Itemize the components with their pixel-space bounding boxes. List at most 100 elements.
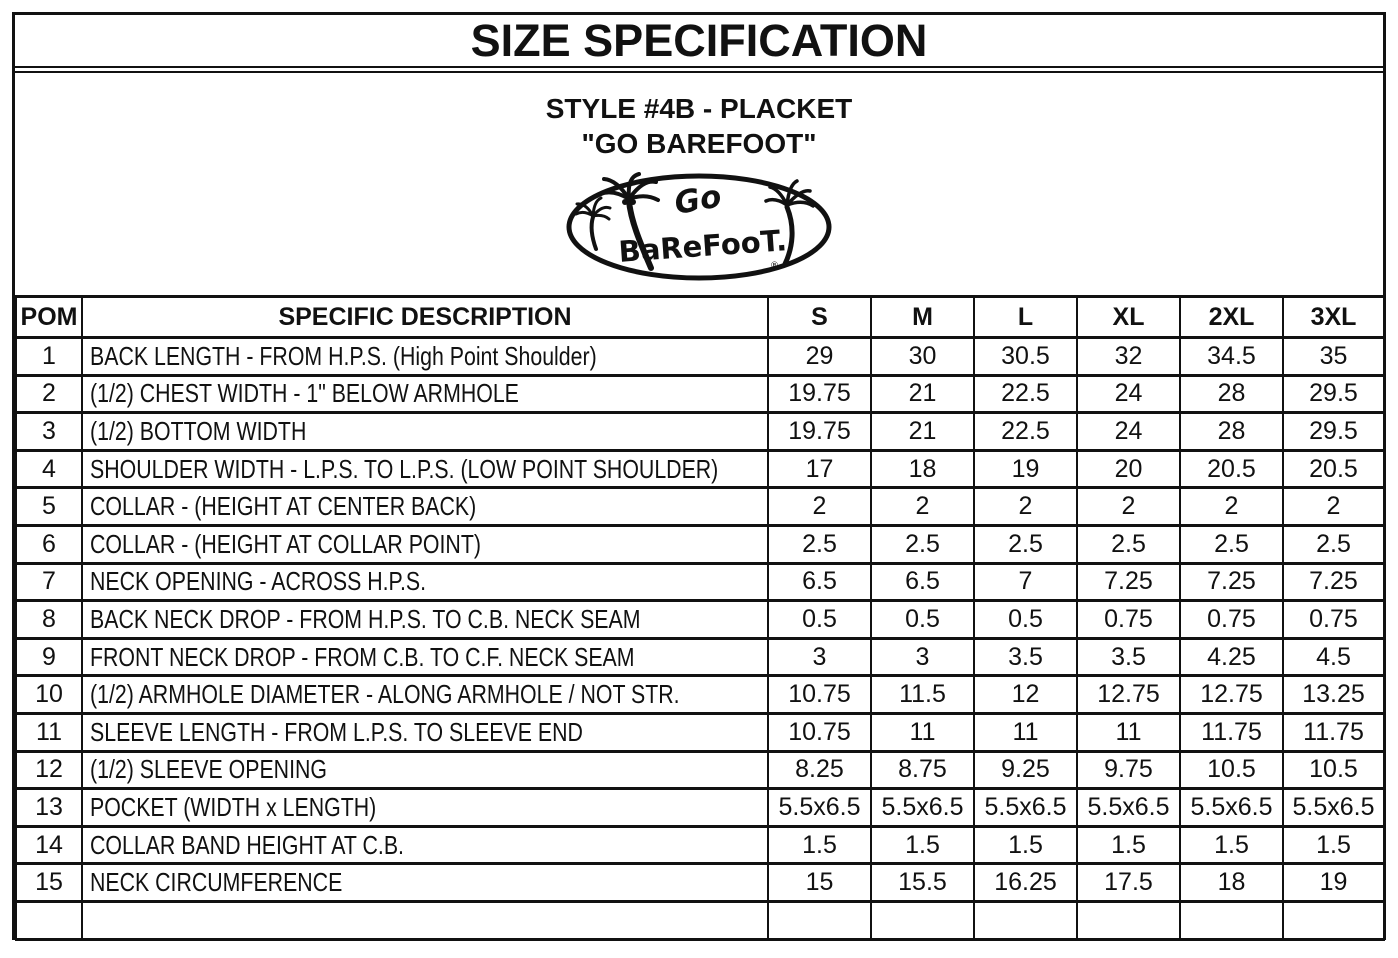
description-cell: FRONT NECK DROP - FROM C.B. TO C.F. NECK… (81, 636, 769, 678)
description-cell: COLLAR - (HEIGHT AT CENTER BACK) (81, 486, 769, 527)
size-value-cell: 30 (870, 336, 975, 377)
size-value-cell: 1.5 (767, 824, 872, 866)
size-value-cell: 35 (1282, 336, 1385, 377)
description-cell: (1/2) CHEST WIDTH - 1" BELOW ARMHOLE (81, 373, 769, 415)
size-value-cell: 0.75 (1179, 599, 1284, 640)
table-row: 15 NECK CIRCUMFERENCE 15 15.5 16.25 17.5 18 19 (15, 862, 1385, 903)
size-value-cell: 2 (767, 486, 872, 527)
description-text: COLLAR BAND HEIGHT AT C.B. (90, 829, 404, 860)
pom-cell: 11 (15, 711, 83, 753)
size-value-cell: 32 (1076, 336, 1181, 377)
pom-cell: 7 (15, 561, 83, 603)
size-value-cell: 17.5 (1076, 862, 1181, 903)
size-value-cell: 24 (1076, 411, 1181, 452)
column-header-pom: POM (15, 295, 83, 339)
pom-cell: 9 (15, 636, 83, 678)
size-value-cell: 2.5 (870, 523, 975, 565)
size-value-cell: 11.75 (1282, 711, 1385, 753)
pom-cell: 4 (15, 448, 83, 490)
size-value-cell: 9.75 (1076, 749, 1181, 791)
size-value-cell: 0.5 (973, 599, 1078, 640)
description-text: (1/2) CHEST WIDTH - 1" BELOW ARMHOLE (90, 378, 519, 409)
size-value-cell: 18 (1179, 862, 1284, 903)
description-cell: COLLAR - (HEIGHT AT COLLAR POINT) (81, 523, 769, 565)
pom-cell: 2 (15, 373, 83, 415)
description-cell: NECK CIRCUMFERENCE (81, 862, 769, 903)
size-value-cell: 0.5 (767, 599, 872, 640)
size-value-cell: 12 (973, 674, 1078, 715)
table-row: 14 COLLAR BAND HEIGHT AT C.B. 1.5 1.5 1.5 1.5… (15, 824, 1385, 866)
size-value-cell: 3 (870, 636, 975, 678)
column-header-size-s: S (767, 295, 872, 339)
size-value-cell: 29.5 (1282, 411, 1385, 452)
spec-sheet-page: SIZE SPECIFICATION STYLE #4B - PLACKET "… (12, 12, 1386, 941)
description-text: (1/2) SLEEVE OPENING (90, 754, 327, 785)
size-value-cell: 19.75 (767, 373, 872, 415)
column-header-size-m: M (870, 295, 975, 339)
pom-cell: 12 (15, 749, 83, 791)
size-value-cell (1179, 899, 1284, 941)
style-name: STYLE #4B - PLACKET (545, 93, 853, 124)
pom-cell: 13 (15, 787, 83, 828)
column-header-description: SPECIFIC DESCRIPTION (81, 295, 769, 339)
palm-tree-large-icon (598, 172, 660, 271)
size-value-cell: 22.5 (973, 373, 1078, 415)
size-value-cell: 5.5x6.5 (870, 787, 975, 828)
size-value-cell (767, 899, 872, 941)
size-value-cell: 5.5x6.5 (767, 787, 872, 828)
size-value-cell: 2.5 (1076, 523, 1181, 565)
description-cell: NECK OPENING - ACROSS H.P.S. (81, 561, 769, 603)
description-text: (1/2) BOTTOM WIDTH (90, 415, 307, 446)
size-value-cell: 15.5 (870, 862, 975, 903)
table-row: 4 SHOULDER WIDTH - L.P.S. TO L.P.S. (LOW … (15, 448, 1385, 490)
column-header-size-3xl: 3XL (1282, 295, 1385, 339)
size-value-cell: 29.5 (1282, 373, 1385, 415)
size-value-cell: 7.25 (1282, 561, 1385, 603)
description-cell: (1/2) ARMHOLE DIAMETER - ALONG ARMHOLE /… (81, 674, 769, 715)
size-value-cell: 4.25 (1179, 636, 1284, 678)
size-value-cell: 10.5 (1179, 749, 1284, 791)
size-value-cell: 2.5 (973, 523, 1078, 565)
size-value-cell: 2 (1282, 486, 1385, 527)
description-cell: BACK NECK DROP - FROM H.P.S. TO C.B. NEC… (81, 599, 769, 640)
pom-cell: 15 (15, 862, 83, 903)
size-value-cell: 19 (1282, 862, 1385, 903)
size-value-cell: 12.75 (1179, 674, 1284, 715)
description-text: COLLAR - (HEIGHT AT CENTER BACK) (90, 491, 477, 522)
size-value-cell: 34.5 (1179, 336, 1284, 377)
size-value-cell: 20.5 (1282, 448, 1385, 490)
size-value-cell: 19.75 (767, 411, 872, 452)
pom-cell: 5 (15, 486, 83, 527)
palm-tree-small-icon (574, 196, 612, 251)
description-text: NECK CIRCUMFERENCE (90, 867, 343, 898)
size-value-cell: 12.75 (1076, 674, 1181, 715)
size-value-cell: 5.5x6.5 (1076, 787, 1181, 828)
description-cell: (1/2) BOTTOM WIDTH (81, 411, 769, 452)
size-value-cell: 8.75 (870, 749, 975, 791)
pom-cell: 6 (15, 523, 83, 565)
description-cell: POCKET (WIDTH x LENGTH) (81, 787, 769, 828)
size-value-cell: 7.25 (1076, 561, 1181, 603)
size-value-cell: 2 (870, 486, 975, 527)
size-value-cell: 0.5 (870, 599, 975, 640)
description-text: BACK LENGTH - FROM H.P.S. (High Point Sh… (90, 340, 597, 371)
table-row: 8 BACK NECK DROP - FROM H.P.S. TO C.B. NE… (15, 599, 1385, 640)
size-value-cell: 2.5 (767, 523, 872, 565)
brand-name: "GO BAREFOOT" (581, 128, 817, 159)
description-cell: BACK LENGTH - FROM H.P.S. (High Point Sh… (81, 336, 769, 377)
go-barefoot-logo-icon: Go BaReFooT. ® (566, 172, 832, 281)
size-value-cell: 8.25 (767, 749, 872, 791)
size-value-cell: 28 (1179, 373, 1284, 415)
size-value-cell: 6.5 (870, 561, 975, 603)
style-header-section: STYLE #4B - PLACKET "GO BAREFOOT" (15, 71, 1383, 295)
size-value-cell: 21 (870, 411, 975, 452)
description-text: POCKET (WIDTH x LENGTH) (90, 791, 377, 822)
logo-text-go: Go (672, 178, 724, 222)
size-value-cell: 11.75 (1179, 711, 1284, 753)
logo-wrap: Go BaReFooT. ® (15, 171, 1383, 288)
pom-cell: 10 (15, 674, 83, 715)
registered-mark-icon: ® (770, 261, 779, 271)
size-value-cell: 30.5 (973, 336, 1078, 377)
title-box: SIZE SPECIFICATION (15, 15, 1383, 68)
table-row: 3 (1/2) BOTTOM WIDTH 19.75 21 22.5 24 28 29.5 (15, 411, 1385, 452)
